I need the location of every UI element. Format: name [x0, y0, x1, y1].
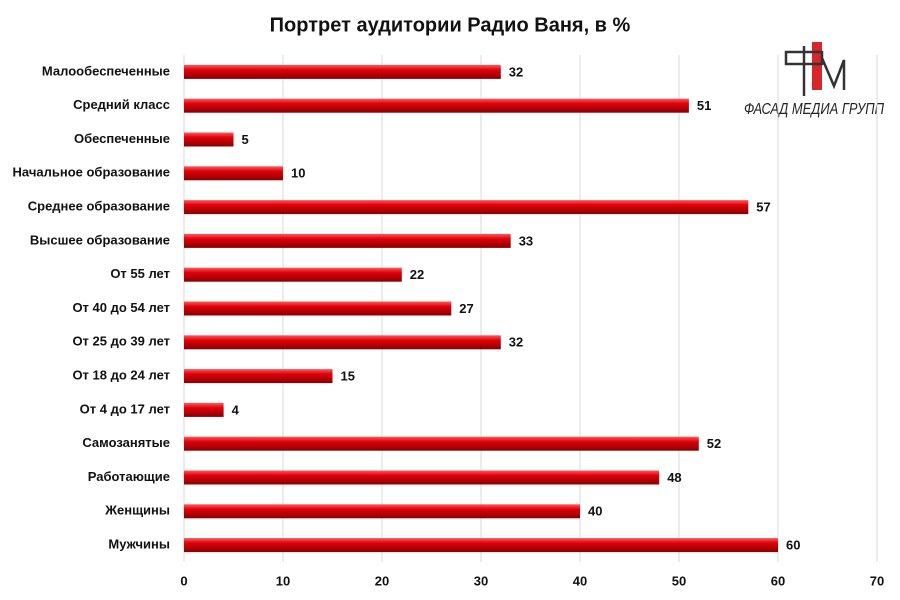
y-tick-label: Малообеспеченные	[42, 63, 170, 78]
data-label: 40	[588, 504, 602, 519]
data-label: 51	[697, 98, 711, 113]
logo-mark	[784, 46, 846, 96]
x-tick-label: 0	[180, 573, 187, 588]
y-tick-label: Высшее образование	[30, 232, 170, 247]
y-tick-label: Самозанятые	[82, 435, 170, 450]
logo-text: ФАСАД МЕДИА ГРУПП	[744, 101, 884, 118]
x-tick-label: 20	[375, 573, 389, 588]
chart-title: Портрет аудитории Радио Ваня, в %	[270, 14, 631, 36]
bar	[184, 301, 452, 316]
data-label: 10	[291, 166, 305, 181]
x-tick-label: 70	[870, 573, 884, 588]
bar	[184, 369, 333, 384]
y-tick-label: Женщины	[104, 503, 170, 518]
bar	[184, 64, 501, 79]
x-tick-label: 30	[474, 573, 488, 588]
logo-mark	[812, 42, 822, 90]
y-tick-label: От 40 до 54 лет	[72, 300, 170, 315]
data-label: 48	[667, 470, 681, 485]
x-tick-label: 50	[672, 573, 686, 588]
y-tick-label: От 25 до 39 лет	[72, 334, 170, 349]
data-label: 15	[341, 369, 355, 384]
bar	[184, 267, 402, 282]
bar	[184, 538, 778, 553]
y-tick-label: От 55 лет	[110, 266, 170, 281]
y-tick-label: Работающие	[88, 469, 170, 484]
y-tick-label: Начальное образование	[13, 165, 170, 180]
bar	[184, 504, 580, 519]
bar	[184, 166, 283, 181]
data-label: 33	[519, 233, 533, 248]
bar	[184, 470, 660, 485]
y-tick-label: От 18 до 24 лет	[72, 368, 170, 383]
data-label: 52	[707, 436, 721, 451]
logo: ФАСАД МЕДИА ГРУПП	[744, 42, 884, 118]
bar	[184, 335, 501, 350]
y-tick-label: Средний класс	[73, 97, 170, 112]
bar	[184, 132, 234, 147]
y-tick-label: От 4 до 17 лет	[80, 401, 170, 416]
data-label: 5	[242, 132, 249, 147]
bar	[184, 402, 224, 417]
data-label: 22	[410, 267, 424, 282]
bar	[184, 200, 749, 215]
x-tick-label: 60	[771, 573, 785, 588]
y-tick-label: Мужчины	[108, 537, 170, 552]
y-tick-label: Обеспеченные	[74, 131, 170, 146]
bar	[184, 233, 511, 248]
data-label: 60	[786, 538, 800, 553]
bar	[184, 98, 689, 113]
data-label: 32	[509, 64, 523, 79]
data-label: 32	[509, 335, 523, 350]
y-tick-label: Среднее образование	[28, 199, 170, 214]
data-label: 57	[756, 200, 770, 215]
data-label: 27	[459, 301, 473, 316]
x-tick-label: 10	[276, 573, 290, 588]
data-label: 4	[232, 402, 240, 417]
bar	[184, 436, 699, 451]
x-tick-label: 40	[573, 573, 587, 588]
